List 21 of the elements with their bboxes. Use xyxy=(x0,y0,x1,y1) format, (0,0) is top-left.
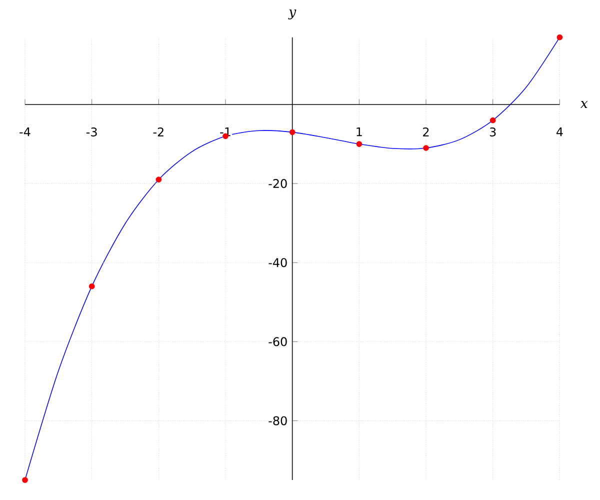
x-tick-label: -2 xyxy=(153,127,164,136)
point xyxy=(22,477,28,483)
point xyxy=(88,283,95,290)
y-tick-label: -80 xyxy=(268,416,287,426)
point xyxy=(423,145,429,151)
point xyxy=(289,129,296,136)
x-axis-title: x xyxy=(580,101,588,108)
point xyxy=(490,117,496,124)
point xyxy=(556,34,563,40)
x-tick-label: 1 xyxy=(356,127,362,136)
x-tick-label: 2 xyxy=(423,127,429,136)
x-tick-label: -3 xyxy=(86,127,97,136)
point xyxy=(156,176,162,183)
y-tick-label: -20 xyxy=(268,179,287,188)
x-tick-label: 3 xyxy=(490,127,496,136)
y-axis-title: y xyxy=(288,10,296,20)
point xyxy=(356,141,362,147)
x-tick-label: 4 xyxy=(556,127,563,136)
x-tick-label: -4 xyxy=(20,127,30,136)
y-tick-label: -60 xyxy=(268,337,287,346)
y-tick-label: -40 xyxy=(268,258,287,268)
